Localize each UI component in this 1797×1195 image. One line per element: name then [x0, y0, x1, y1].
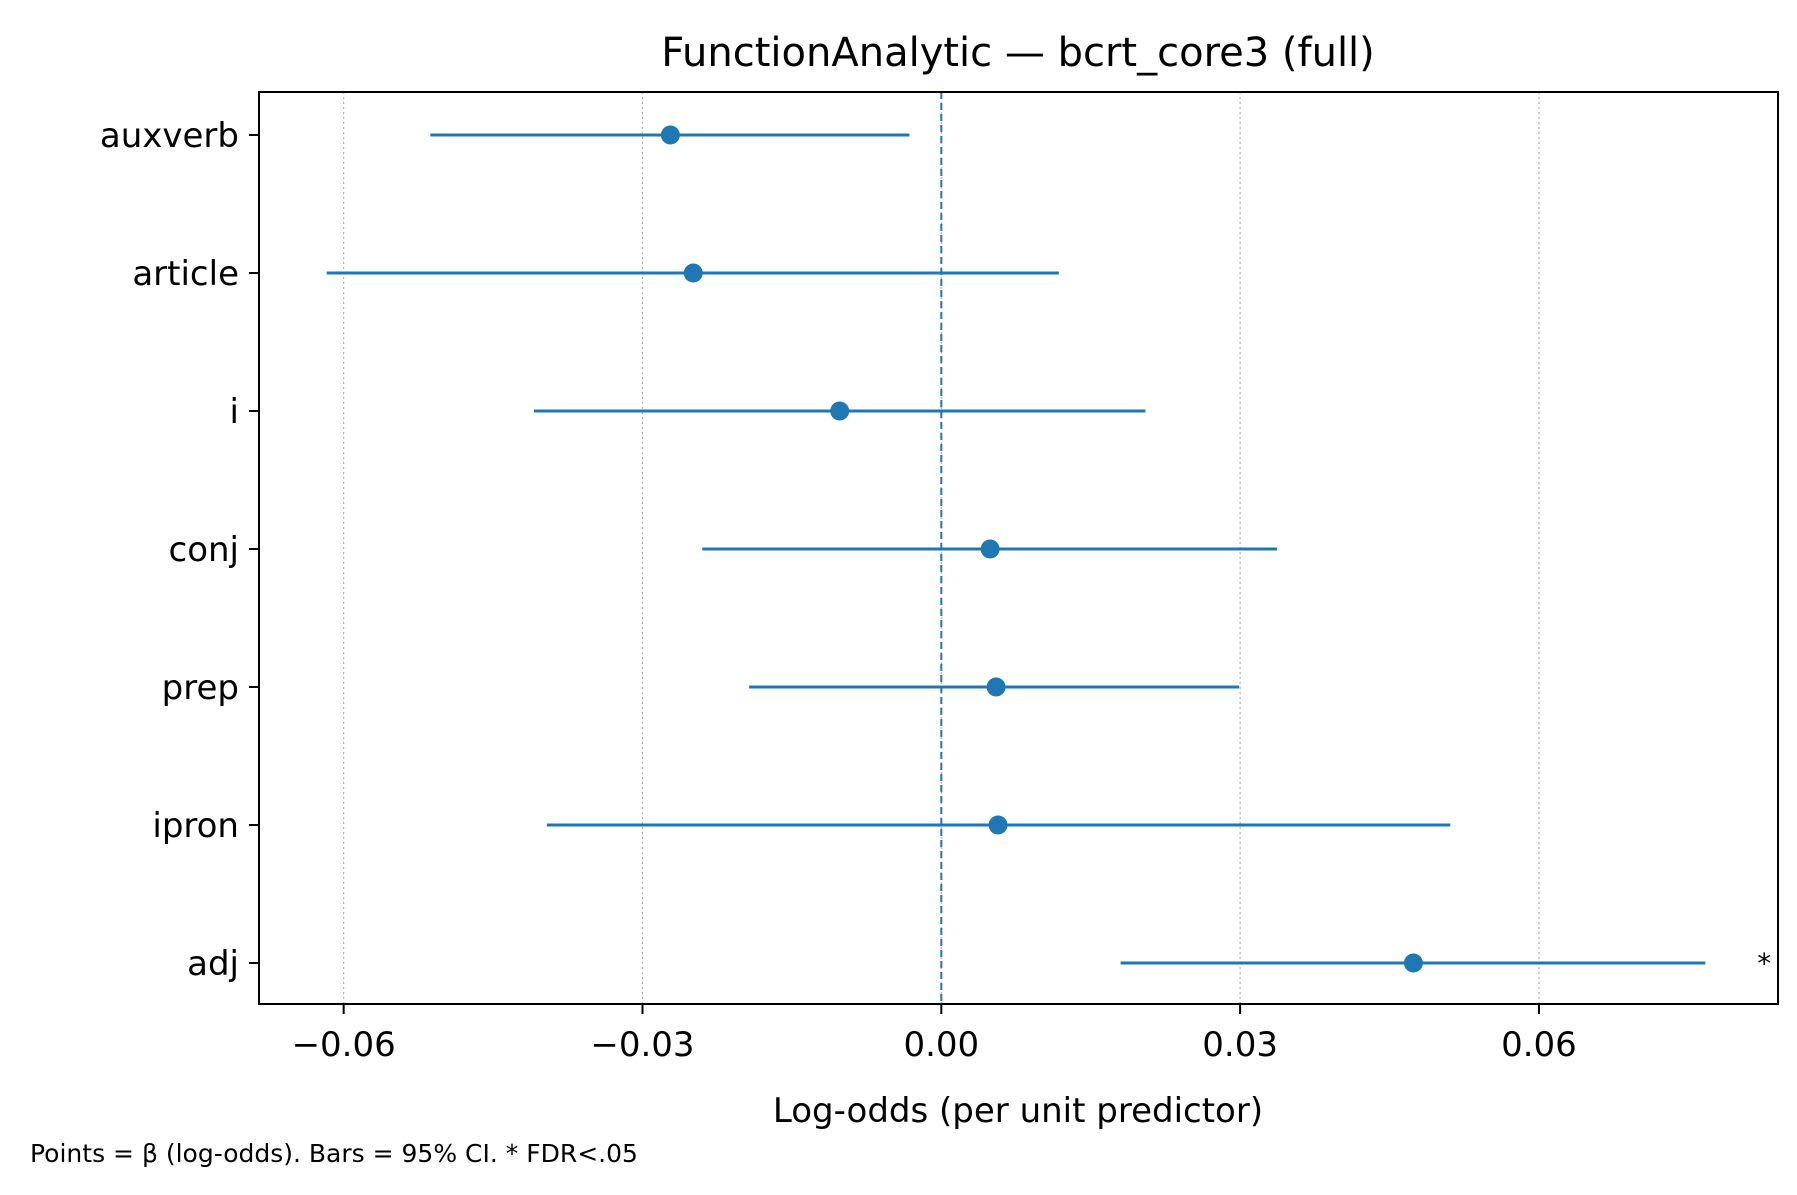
figure-caption: Points = β (log-odds). Bars = 95% CI. * … [30, 1139, 638, 1168]
beta-point [683, 263, 703, 283]
significance-marker: * [1757, 947, 1771, 980]
x-tick-label: 0.00 [903, 1025, 979, 1065]
chart-title: FunctionAnalytic — bcrt_core3 (full) [661, 30, 1375, 76]
x-tick-label: 0.06 [1501, 1025, 1577, 1065]
y-tick-label: auxverb [100, 116, 239, 156]
y-tick-label: i [230, 392, 239, 432]
beta-point [830, 401, 850, 421]
beta-point [980, 539, 1000, 559]
x-tick-label: −0.06 [292, 1025, 396, 1065]
y-axis: auxverb article i conj prep ipron adj [100, 116, 259, 984]
chart-marks: * [326, 125, 1771, 980]
y-tick-label: article [132, 254, 239, 294]
x-tick-label: −0.03 [590, 1025, 694, 1065]
x-axis: −0.06 −0.03 0.00 0.03 0.06 [292, 1004, 1577, 1065]
y-tick-label: ipron [152, 806, 239, 846]
x-tick-label: 0.03 [1202, 1025, 1278, 1065]
x-axis-label: Log-odds (per unit predictor) [773, 1091, 1263, 1131]
y-tick-label: adj [187, 944, 239, 984]
beta-point [986, 677, 1006, 697]
y-tick-label: prep [162, 668, 239, 708]
beta-point [660, 125, 680, 145]
beta-point [1403, 953, 1423, 973]
y-tick-label: conj [169, 530, 240, 570]
beta-point [988, 815, 1008, 835]
